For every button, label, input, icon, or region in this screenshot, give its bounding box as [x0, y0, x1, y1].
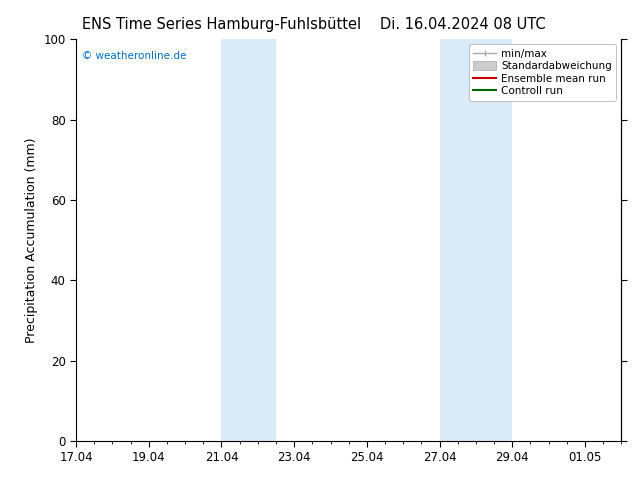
Y-axis label: Precipitation Accumulation (mm): Precipitation Accumulation (mm): [25, 137, 38, 343]
Text: ENS Time Series Hamburg-Fuhlsbüttel: ENS Time Series Hamburg-Fuhlsbüttel: [82, 17, 361, 32]
Bar: [439, 39, 512, 441]
Legend: min/max, Standardabweichung, Ensemble mean run, Controll run: min/max, Standardabweichung, Ensemble me…: [469, 45, 616, 100]
Bar: [221, 39, 276, 441]
Text: © weatheronline.de: © weatheronline.de: [82, 51, 186, 61]
Text: Di. 16.04.2024 08 UTC: Di. 16.04.2024 08 UTC: [380, 17, 546, 32]
